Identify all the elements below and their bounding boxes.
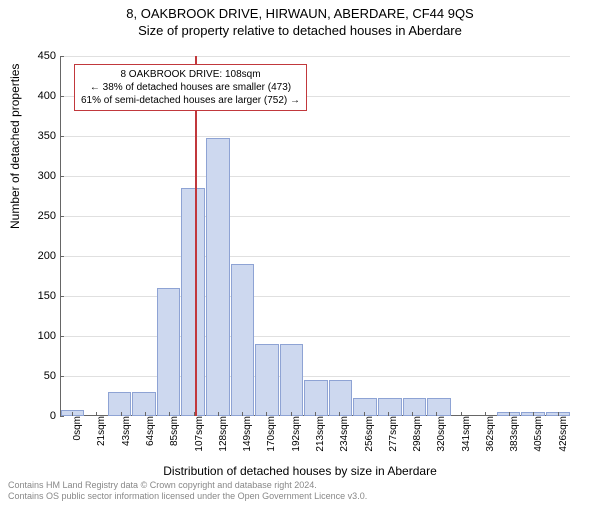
y-tick: 250 bbox=[16, 210, 56, 222]
bar bbox=[231, 264, 255, 416]
bar bbox=[181, 188, 205, 416]
y-axis-label: Number of detached properties bbox=[8, 64, 22, 229]
x-tick: 405sqm bbox=[521, 416, 545, 456]
x-ticks: 0sqm21sqm43sqm64sqm85sqm107sqm128sqm149s… bbox=[60, 416, 570, 456]
y-tick: 0 bbox=[16, 410, 56, 422]
y-tick: 450 bbox=[16, 50, 56, 62]
x-tick: 170sqm bbox=[254, 416, 278, 456]
bar bbox=[427, 398, 451, 416]
bar bbox=[255, 344, 279, 416]
bar bbox=[329, 380, 353, 416]
x-tick: 298sqm bbox=[400, 416, 424, 456]
x-tick: 43sqm bbox=[109, 416, 133, 456]
bar bbox=[280, 344, 304, 416]
x-tick: 149sqm bbox=[230, 416, 254, 456]
bar bbox=[403, 398, 427, 416]
bar bbox=[353, 398, 377, 416]
x-tick: 21sqm bbox=[84, 416, 108, 456]
annotation-box: 8 OAKBROOK DRIVE: 108sqm ← 38% of detach… bbox=[74, 64, 307, 111]
x-tick: 341sqm bbox=[449, 416, 473, 456]
y-tick: 100 bbox=[16, 330, 56, 342]
chart-subtitle: Size of property relative to detached ho… bbox=[0, 23, 600, 38]
x-tick: 362sqm bbox=[473, 416, 497, 456]
annotation-line1: 8 OAKBROOK DRIVE: 108sqm bbox=[81, 68, 300, 81]
x-tick: 213sqm bbox=[303, 416, 327, 456]
bar bbox=[108, 392, 132, 416]
x-tick: 234sqm bbox=[327, 416, 351, 456]
x-tick: 0sqm bbox=[60, 416, 84, 456]
footer-line1: Contains HM Land Registry data © Crown c… bbox=[8, 480, 592, 491]
x-tick: 64sqm bbox=[133, 416, 157, 456]
y-tick: 400 bbox=[16, 90, 56, 102]
bar bbox=[378, 398, 402, 416]
bar bbox=[206, 138, 230, 416]
footer-line2: Contains OS public sector information li… bbox=[8, 491, 592, 502]
x-tick: 192sqm bbox=[279, 416, 303, 456]
y-tick: 150 bbox=[16, 290, 56, 302]
y-tick: 200 bbox=[16, 250, 56, 262]
y-tick: 350 bbox=[16, 130, 56, 142]
x-axis-label: Distribution of detached houses by size … bbox=[0, 464, 600, 478]
x-tick: 277sqm bbox=[376, 416, 400, 456]
annotation-line3: 61% of semi-detached houses are larger (… bbox=[81, 94, 300, 107]
x-tick: 107sqm bbox=[181, 416, 205, 456]
bar bbox=[157, 288, 181, 416]
x-tick: 128sqm bbox=[206, 416, 230, 456]
annotation-line2: ← 38% of detached houses are smaller (47… bbox=[81, 81, 300, 94]
x-tick: 383sqm bbox=[497, 416, 521, 456]
chart-title-address: 8, OAKBROOK DRIVE, HIRWAUN, ABERDARE, CF… bbox=[0, 6, 600, 21]
footer-attribution: Contains HM Land Registry data © Crown c… bbox=[8, 480, 592, 502]
x-tick: 256sqm bbox=[351, 416, 375, 456]
y-tick: 50 bbox=[16, 370, 56, 382]
x-tick: 320sqm bbox=[424, 416, 448, 456]
x-tick: 85sqm bbox=[157, 416, 181, 456]
x-tick: 426sqm bbox=[546, 416, 570, 456]
bar bbox=[304, 380, 328, 416]
y-tick: 300 bbox=[16, 170, 56, 182]
